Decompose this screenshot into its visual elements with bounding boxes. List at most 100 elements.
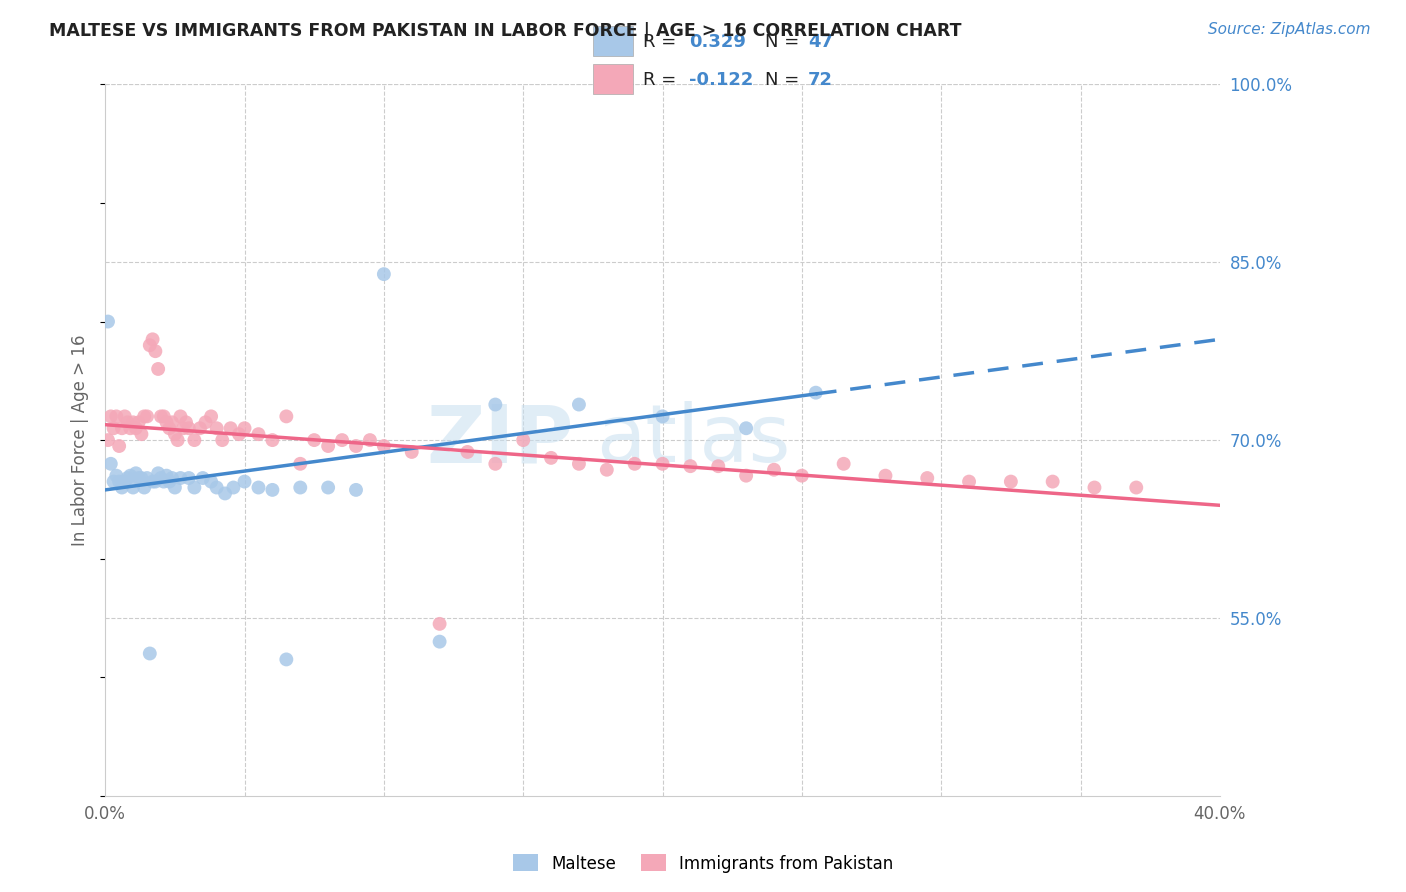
Point [105, 468, 128, 483]
Point [139, 338, 162, 352]
Text: atlas: atlas [596, 401, 790, 479]
Point [145, 475, 167, 489]
Point [401, 445, 423, 459]
Point [290, 457, 312, 471]
Point [344, 483, 367, 497]
Point [163, 427, 186, 442]
Point [136, 409, 159, 424]
Bar [593, 27, 633, 56]
Point [177, 471, 200, 485]
Point [146, 467, 169, 481]
Point [276, 652, 298, 666]
Point [262, 483, 284, 497]
Point [276, 409, 298, 424]
Point [735, 468, 758, 483]
Point [145, 344, 167, 359]
Text: N =: N = [765, 33, 806, 51]
Point [131, 471, 153, 485]
Text: MALTESE VS IMMIGRANTS FROM PAKISTAN IN LABOR FORCE | AGE > 16 CORRELATION CHART: MALTESE VS IMMIGRANTS FROM PAKISTAN IN L… [49, 22, 962, 40]
Point [134, 481, 156, 495]
Point [200, 475, 222, 489]
Point [125, 421, 148, 435]
Point [762, 463, 785, 477]
Point [117, 471, 139, 485]
Point [157, 475, 180, 489]
Point [735, 421, 758, 435]
Point [429, 634, 451, 648]
Point [183, 433, 205, 447]
Point [373, 267, 395, 281]
Point [136, 471, 159, 485]
Point [114, 409, 136, 424]
Point [330, 433, 353, 447]
Point [359, 433, 381, 447]
Point [120, 421, 142, 435]
Point [169, 471, 191, 485]
Point [191, 471, 214, 485]
Point [456, 445, 478, 459]
Text: ZIP: ZIP [426, 401, 574, 479]
Point [128, 415, 150, 429]
Point [146, 362, 169, 376]
Point [103, 421, 125, 435]
Point [122, 415, 145, 429]
Point [1000, 475, 1022, 489]
Point [163, 481, 186, 495]
Point [262, 433, 284, 447]
Point [228, 427, 250, 442]
Point [100, 409, 122, 424]
Point [149, 409, 172, 424]
Point [484, 398, 506, 412]
Legend: Maltese, Immigrants from Pakistan: Maltese, Immigrants from Pakistan [506, 847, 900, 880]
Point [214, 486, 236, 500]
Point [247, 481, 270, 495]
Point [205, 481, 228, 495]
Point [205, 421, 228, 435]
Point [917, 471, 939, 485]
Point [188, 421, 211, 435]
Point [596, 463, 619, 477]
Point [1125, 481, 1147, 495]
Y-axis label: In Labor Force | Age > 16: In Labor Force | Age > 16 [72, 334, 89, 546]
Text: R =: R = [643, 33, 682, 51]
Point [128, 471, 150, 485]
Point [316, 439, 339, 453]
Point [484, 457, 506, 471]
Point [429, 616, 451, 631]
Point [540, 450, 562, 465]
Point [160, 415, 183, 429]
Point [804, 385, 827, 400]
Point [142, 475, 165, 489]
Point [157, 421, 180, 435]
Point [117, 415, 139, 429]
Point [149, 471, 172, 485]
Point [679, 459, 702, 474]
Point [707, 459, 730, 474]
Point [568, 457, 591, 471]
Point [111, 481, 134, 495]
Point [120, 468, 142, 483]
Point [222, 481, 245, 495]
Point [568, 398, 591, 412]
Point [373, 439, 395, 453]
Text: Source: ZipAtlas.com: Source: ZipAtlas.com [1208, 22, 1371, 37]
Point [344, 439, 367, 453]
Point [957, 475, 980, 489]
Point [302, 433, 325, 447]
Point [211, 433, 233, 447]
Point [100, 457, 122, 471]
Point [160, 471, 183, 485]
Bar [593, 64, 633, 95]
Text: R =: R = [643, 70, 682, 88]
Text: -0.122: -0.122 [689, 70, 754, 88]
Point [290, 481, 312, 495]
Point [200, 409, 222, 424]
Point [134, 409, 156, 424]
Point [169, 409, 191, 424]
Point [233, 475, 256, 489]
Point [166, 433, 188, 447]
Point [219, 421, 242, 435]
Point [651, 457, 673, 471]
Point [177, 421, 200, 435]
Point [152, 409, 174, 424]
